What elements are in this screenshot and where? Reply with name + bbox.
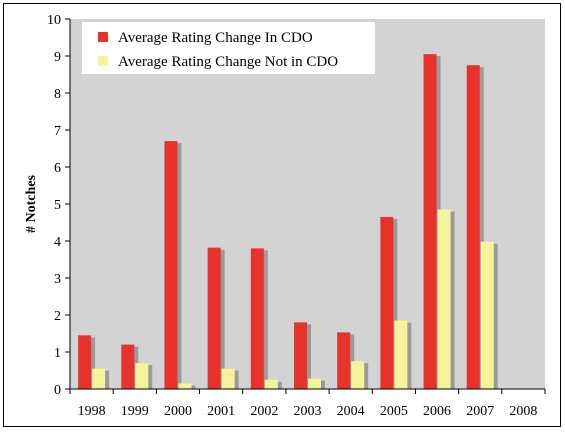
- x-tick-label: 1998: [78, 404, 106, 419]
- legend-swatch-in-cdo: [98, 32, 108, 42]
- bar: [423, 54, 437, 390]
- bar: [178, 383, 192, 389]
- y-tick-label: 3: [54, 272, 61, 287]
- bar: [221, 368, 235, 389]
- bar: [480, 241, 494, 389]
- y-axis-title: # Notches: [24, 174, 39, 232]
- bar: [394, 320, 408, 389]
- y-tick-label: 8: [54, 87, 61, 102]
- y-tick-label: 2: [54, 309, 61, 324]
- y-tick-label: 6: [54, 161, 61, 176]
- bar: [135, 363, 149, 389]
- bar: [337, 332, 351, 389]
- y-tick-label: 10: [47, 13, 61, 28]
- bar: [78, 335, 92, 389]
- x-tick-label: 2001: [207, 404, 235, 419]
- bar: [121, 344, 135, 389]
- x-tick-label: 2004: [337, 404, 365, 419]
- bar: [351, 361, 365, 389]
- x-tick-label: 2000: [164, 404, 192, 419]
- x-tick-label: 1999: [121, 404, 149, 419]
- y-tick-label: 4: [54, 235, 61, 250]
- bars: [78, 54, 494, 390]
- legend-box: [82, 22, 375, 74]
- y-tick-label: 5: [54, 198, 61, 213]
- bar: [207, 247, 221, 389]
- y-tick-label: 0: [54, 383, 61, 398]
- y-tick-label: 9: [54, 50, 61, 65]
- y-axis-ticks: 0 1 2 3 4 5 6 7 8 9 10: [47, 13, 70, 398]
- y-tick-label: 7: [54, 124, 61, 139]
- bar: [466, 65, 480, 389]
- bar: [308, 378, 321, 389]
- y-tick-label: 1: [54, 346, 61, 361]
- x-tick-label: 2006: [423, 404, 451, 419]
- bar: [437, 209, 451, 389]
- bar: [164, 141, 178, 389]
- bar: [250, 248, 264, 389]
- x-axis-ticks: 1998 1999 2000 2001 2002 2003 2004 2005 2006 2007…: [69, 389, 546, 419]
- legend-label-in-cdo: Average Rating Change In CDO: [118, 30, 313, 46]
- legend: Average Rating Change In CDO Average Rat…: [82, 22, 375, 74]
- bar: [264, 379, 278, 389]
- bar: [380, 216, 394, 389]
- legend-swatch-not-in-cdo: [98, 56, 108, 66]
- x-tick-label: 2005: [380, 404, 408, 419]
- x-tick-label: 2002: [250, 404, 278, 419]
- x-tick-label: 2003: [294, 404, 322, 419]
- x-tick-label: 2008: [509, 404, 537, 419]
- legend-label-not-in-cdo: Average Rating Change Not in CDO: [118, 54, 338, 70]
- bar: [92, 368, 106, 389]
- x-tick-label: 2007: [466, 404, 494, 419]
- bar: [294, 322, 307, 389]
